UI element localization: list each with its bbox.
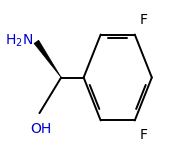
Text: F: F (139, 128, 147, 142)
Text: F: F (139, 13, 147, 27)
Polygon shape (34, 40, 61, 78)
Text: H$_2$N: H$_2$N (5, 33, 33, 49)
Text: OH: OH (30, 122, 52, 136)
